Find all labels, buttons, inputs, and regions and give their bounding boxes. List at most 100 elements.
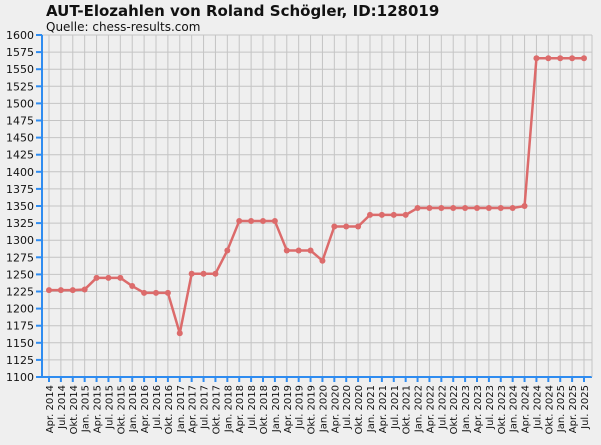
data-point: [355, 223, 362, 230]
x-tick-label: Jul. 2025: [580, 385, 591, 430]
data-point: [319, 257, 326, 264]
data-point: [438, 205, 445, 212]
data-point: [521, 203, 528, 209]
data-point: [367, 211, 373, 218]
y-tick-label: 1125: [6, 354, 34, 367]
y-tick-label: 1500: [6, 97, 34, 110]
x-tick-label: Apr. 2016: [140, 385, 151, 433]
data-point: [200, 270, 207, 277]
x-tick-label: Okt. 2021: [402, 385, 413, 434]
data-point: [248, 218, 255, 225]
x-tick-label: Okt. 2023: [497, 385, 508, 434]
data-point: [141, 289, 148, 296]
data-point: [81, 286, 88, 293]
data-point: [295, 247, 302, 254]
x-tick-label: Jul. 2020: [342, 385, 353, 430]
x-tick-label: Okt. 2018: [259, 385, 270, 434]
y-tick-label: 1225: [6, 286, 34, 299]
data-point: [557, 55, 564, 62]
x-tick-label: Apr. 2021: [378, 385, 389, 433]
x-tick-label: Apr. 2015: [93, 385, 104, 433]
y-tick-label: 1450: [6, 132, 34, 145]
x-tick-label: Jul. 2017: [200, 385, 211, 430]
x-tick-label: Jul. 2024: [532, 385, 543, 430]
y-tick-label: 1600: [6, 29, 34, 42]
y-tick-label: 1175: [6, 320, 34, 333]
data-point: [581, 55, 587, 62]
x-tick-label: Jul. 2023: [485, 385, 496, 430]
x-tick-label: Jan. 2022: [414, 385, 425, 433]
y-tick-label: 1350: [6, 200, 34, 213]
y-tick-label: 1575: [6, 46, 34, 59]
data-point: [569, 55, 576, 62]
x-tick-label: Apr. 2024: [521, 385, 532, 433]
data-point: [485, 205, 492, 212]
data-point: [260, 218, 266, 225]
data-point: [545, 55, 552, 62]
x-tick-label: Apr. 2020: [330, 385, 341, 433]
data-point: [46, 287, 52, 294]
x-tick-label: Jan. 2021: [366, 385, 377, 433]
data-point: [57, 287, 64, 294]
x-tick-label: Jul. 2014: [57, 385, 68, 430]
data-point: [450, 205, 457, 212]
x-tick-label: Okt. 2017: [211, 385, 222, 434]
x-tick-label: Jan. 2018: [223, 385, 234, 433]
data-point: [105, 274, 112, 281]
data-point: [224, 247, 231, 254]
x-tick-label: Jan. 2017: [176, 385, 187, 433]
x-tick-label: Jul. 2022: [437, 385, 448, 430]
data-point: [307, 247, 314, 254]
data-point: [283, 247, 290, 254]
x-tick-label: Okt. 2024: [544, 385, 555, 434]
x-tick-label: Apr. 2023: [473, 385, 484, 433]
data-point: [509, 205, 516, 212]
data-point: [153, 289, 159, 296]
y-tick-label: 1525: [6, 80, 34, 93]
x-tick-label: Apr. 2017: [188, 385, 199, 433]
data-point: [129, 283, 136, 290]
data-point: [390, 211, 397, 218]
data-point: [164, 289, 171, 296]
data-point: [188, 270, 195, 277]
y-tick-label: 1200: [6, 303, 34, 316]
data-point: [93, 274, 100, 281]
y-tick-label: 1400: [6, 166, 34, 179]
y-tick-label: 1550: [6, 63, 34, 76]
x-tick-label: Jul. 2019: [295, 385, 306, 430]
data-point: [343, 223, 350, 230]
data-point: [414, 205, 421, 212]
x-tick-label: Apr. 2025: [568, 385, 579, 433]
data-point: [331, 223, 338, 230]
x-tick-label: Jan. 2019: [271, 385, 282, 433]
data-point: [533, 55, 540, 62]
x-tick-label: Jul. 2016: [152, 385, 163, 430]
data-point: [426, 205, 433, 212]
x-tick-label: Okt. 2014: [69, 385, 80, 434]
x-tick-label: Apr. 2022: [425, 385, 436, 433]
x-tick-label: Jan. 2020: [318, 385, 329, 433]
y-tick-label: 1275: [6, 251, 34, 264]
chart-title: AUT-Elozahlen von Roland Schögler, ID:12…: [46, 2, 440, 20]
y-tick-label: 1150: [6, 337, 34, 350]
y-tick-label: 1325: [6, 217, 34, 230]
data-point: [402, 211, 409, 218]
y-tick-label: 1300: [6, 234, 34, 247]
x-tick-label: Jan. 2024: [509, 385, 520, 433]
x-tick-label: Apr. 2019: [283, 385, 294, 433]
x-tick-label: Okt. 2022: [449, 385, 460, 434]
series-line: [49, 57, 584, 335]
data-point: [271, 218, 278, 225]
y-tick-label: 1100: [6, 371, 34, 384]
y-tick-label: 1250: [6, 268, 34, 281]
data-point: [69, 287, 76, 294]
chart-subtitle: Quelle: chess-results.com: [46, 20, 201, 34]
data-point: [236, 218, 243, 225]
x-tick-label: Okt. 2015: [116, 385, 127, 434]
data-point: [378, 211, 385, 218]
data-point: [462, 205, 469, 212]
x-tick-label: Apr. 2014: [45, 385, 56, 433]
data-point: [474, 205, 480, 212]
x-tick-label: Okt. 2019: [307, 385, 318, 434]
